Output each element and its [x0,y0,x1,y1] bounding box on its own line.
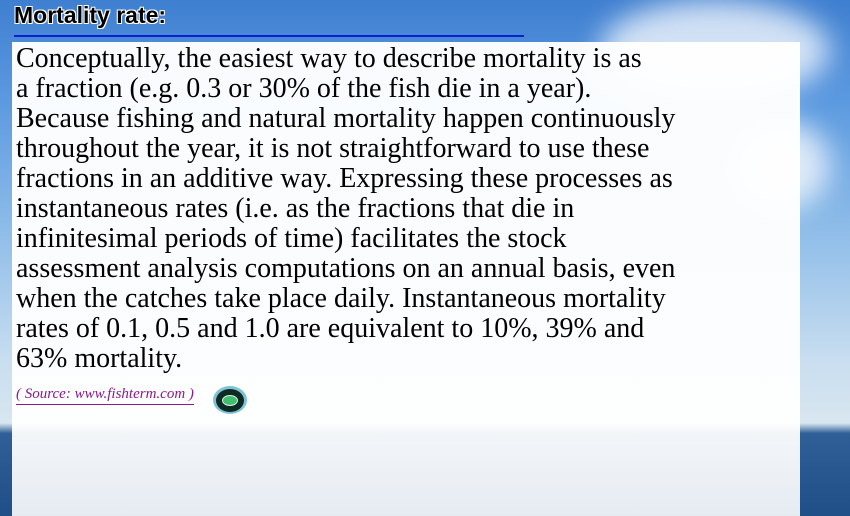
fishterm-logo-icon[interactable] [213,386,247,414]
title-underline [14,35,524,37]
text-line: a fraction (e.g. 0.3 or 30% of the fish … [16,73,592,104]
text-line: Conceptually, the easiest way to describ… [16,43,642,74]
text-line: infinitesimal periods of time) facilitat… [16,223,567,254]
text-line: assessment analysis computations on an a… [16,253,676,284]
text-line: rates of 0.1, 0.5 and 1.0 are equivalent… [16,313,645,344]
definition-text: Conceptually, the easiest way to describ… [16,44,816,374]
content-panel [12,42,800,516]
text-line: when the catches take place daily. Insta… [16,283,666,314]
page-title: Mortality rate: [14,2,167,28]
text-line: throughout the year, it is not straightf… [16,133,650,164]
text-line: fractions in an additive way. Expressing… [16,163,673,194]
source-link[interactable]: ( Source: www.fishterm.com ) [16,386,194,405]
text-line: instantaneous rates (i.e. as the fractio… [16,193,575,224]
text-line: Because fishing and natural mortality ha… [16,103,676,134]
text-line: 63% mortality. [16,343,183,374]
